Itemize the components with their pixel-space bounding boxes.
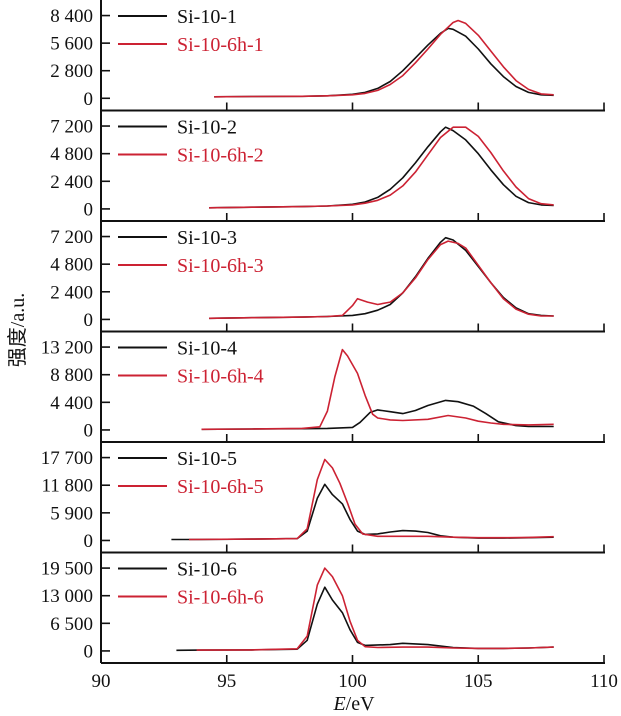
legend-label: Si-10-2 <box>177 117 237 139</box>
legend-label: Si-10-6h-6 <box>177 587 264 609</box>
x-tick-label: 110 <box>590 671 618 692</box>
legend-item: Si-10-1 <box>118 6 237 28</box>
panel-1: 0 2 800 5 600 8 400 Si-10-1 Si-10-6h-1 <box>50 0 605 112</box>
legend-item: Si-10-6h-4 <box>118 366 264 388</box>
legend-label: Si-10-6h-5 <box>177 476 264 498</box>
y-tick-label: 13 000 <box>41 586 93 607</box>
legend-label: Si-10-6h-4 <box>177 366 264 388</box>
panels: 0 2 800 5 600 8 400 Si-10-1 Si-10-6h-1 0 2 400 4… <box>41 0 605 664</box>
series-line-Si-10-6h-1 <box>214 19 554 98</box>
legend-item: Si-10-6h-3 <box>118 255 264 277</box>
legend-item: Si-10-4 <box>118 338 237 360</box>
panel-4: 0 4 400 8 800 13 200 Si-10-4 Si-10-6h-4 <box>41 331 605 443</box>
series-line-Si-10-6h-4 <box>201 348 554 431</box>
y-tick-label: 4 800 <box>50 255 93 276</box>
y-tick-label: 5 900 <box>50 503 93 524</box>
y-tick-label: 19 500 <box>41 559 93 580</box>
series-line-Si-10-1 <box>214 27 554 98</box>
legend-item: Si-10-6h-6 <box>118 587 264 609</box>
legend-item: Si-10-6h-1 <box>118 34 264 56</box>
legend-label: Si-10-6 <box>177 559 237 581</box>
y-tick-label: 8 400 <box>50 6 93 27</box>
series-line-Si-10-6h-2 <box>209 126 554 209</box>
y-tick-label: 11 800 <box>41 476 93 497</box>
legend-label: Si-10-3 <box>177 227 237 249</box>
y-tick-label: 8 800 <box>50 365 93 386</box>
panel-5: 0 5 900 11 800 17 700 Si-10-5 Si-10-6h-5 <box>41 442 605 554</box>
x-axis-label-variable: E <box>332 693 345 715</box>
y-tick-label: 0 <box>84 420 94 441</box>
x-tick-label: 90 <box>92 671 111 692</box>
y-tick-label: 2 400 <box>50 172 93 193</box>
y-tick-label: 4 400 <box>50 393 93 414</box>
x-tick-label: 95 <box>217 671 236 692</box>
y-tick-label: 0 <box>84 531 94 552</box>
y-tick-label: 2 800 <box>50 61 93 82</box>
x-axis: 90 95 100 105 110 <box>92 671 618 692</box>
legend-label: Si-10-6h-1 <box>177 34 264 56</box>
legend-item: Si-10-6h-5 <box>118 476 264 498</box>
x-axis-label: E/eV <box>332 693 375 715</box>
y-tick-label: 0 <box>84 199 94 220</box>
y-tick-label: 0 <box>84 310 94 331</box>
series-line-Si-10-3 <box>209 236 554 320</box>
y-tick-label: 7 200 <box>50 117 93 138</box>
legend-label: Si-10-5 <box>177 448 237 470</box>
legend-item: Si-10-2 <box>118 117 237 139</box>
y-tick-label: 4 800 <box>50 144 93 165</box>
legend-item: Si-10-5 <box>118 448 237 470</box>
legend-label: Si-10-4 <box>177 338 237 360</box>
x-axis-label-unit: /eV <box>346 693 375 715</box>
legend-item: Si-10-6 <box>118 559 237 581</box>
x-tick-label: 100 <box>338 671 367 692</box>
legend-label: Si-10-1 <box>177 6 237 28</box>
legend-label: Si-10-6h-3 <box>177 255 264 277</box>
y-tick-label: 0 <box>84 641 94 662</box>
legend-item: Si-10-3 <box>118 227 237 249</box>
y-tick-label: 17 700 <box>41 448 93 469</box>
panel-6: 0 6 500 13 000 19 500 Si-10-6 Si-10-6h-6 <box>41 552 605 664</box>
panel-2: 0 2 400 4 800 7 200 Si-10-2 Si-10-6h-2 <box>50 110 605 222</box>
series-line-Si-10-4 <box>201 399 554 431</box>
series-line-Si-10-6h-5 <box>188 458 554 541</box>
y-axis-label: 强度/a.u. <box>6 293 29 367</box>
y-tick-label: 0 <box>84 89 94 110</box>
series-line-Si-10-6h-6 <box>196 567 554 651</box>
x-tick-label: 105 <box>464 671 493 692</box>
panel-3: 0 2 400 4 800 7 200 Si-10-3 Si-10-6h-3 <box>50 221 605 333</box>
legend-label: Si-10-6h-2 <box>177 145 264 167</box>
y-tick-label: 6 500 <box>50 614 93 635</box>
y-tick-label: 7 200 <box>50 227 93 248</box>
series-line-Si-10-6h-3 <box>209 240 554 320</box>
legend-item: Si-10-6h-2 <box>118 145 264 167</box>
y-tick-label: 13 200 <box>41 338 93 359</box>
y-tick-label: 2 400 <box>50 282 93 303</box>
y-tick-label: 5 600 <box>50 34 93 55</box>
